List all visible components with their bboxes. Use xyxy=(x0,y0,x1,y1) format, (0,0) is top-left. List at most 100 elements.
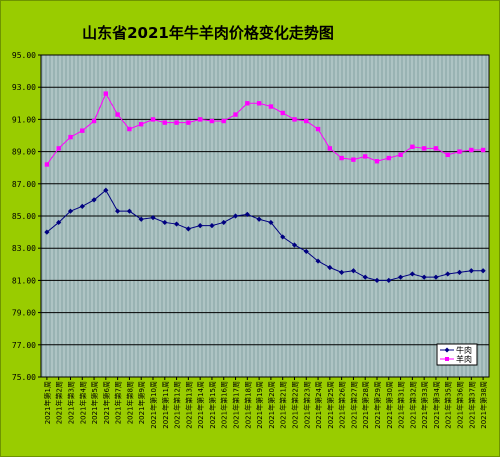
y-tick-label: 95.00 xyxy=(12,51,36,60)
data-point xyxy=(91,197,97,203)
data-point xyxy=(186,120,191,125)
data-point xyxy=(374,159,380,164)
data-point xyxy=(362,274,368,280)
data-point xyxy=(280,110,285,116)
data-point xyxy=(409,271,415,277)
data-point xyxy=(139,122,144,127)
data-point xyxy=(303,248,309,255)
data-point xyxy=(221,219,227,226)
data-point xyxy=(56,219,62,226)
x-tick-label: 2021年第16周 xyxy=(220,381,229,429)
x-tick-label: 2021年第34周 xyxy=(432,381,441,429)
x-tick-label: 2021年第36周 xyxy=(456,381,465,429)
data-point xyxy=(174,120,179,125)
x-tick-label: 2021年第22周 xyxy=(290,381,299,429)
x-tick-label: 2021年第30周 xyxy=(385,381,394,429)
x-tick-label: 2021年第28周 xyxy=(361,381,370,429)
legend-label: 牛肉 xyxy=(456,345,472,355)
y-tick-label: 79.00 xyxy=(12,309,36,318)
x-tick-label: 2021年第35周 xyxy=(444,381,453,429)
data-point xyxy=(363,154,368,159)
data-point xyxy=(456,269,463,275)
data-point xyxy=(421,274,427,280)
legend-marker xyxy=(445,357,449,361)
x-tick-label: 2021年第32周 xyxy=(408,381,417,429)
y-tick-label: 85.00 xyxy=(12,212,36,221)
data-point xyxy=(245,101,250,106)
data-point xyxy=(351,157,356,162)
data-point xyxy=(397,274,404,280)
x-tick-label: 2021年第20周 xyxy=(267,381,276,429)
data-point xyxy=(162,120,167,125)
x-tick-label: 2021年第6周 xyxy=(102,381,111,424)
x-tick-label: 2021年第19周 xyxy=(255,381,264,429)
y-tick-label: 93.00 xyxy=(12,83,36,92)
data-point xyxy=(280,234,286,240)
data-point xyxy=(244,211,250,217)
data-point xyxy=(468,268,474,274)
data-point xyxy=(421,146,427,151)
data-point xyxy=(44,229,50,235)
legend-label: 羊肉 xyxy=(456,354,472,364)
data-point xyxy=(327,146,333,151)
data-point xyxy=(115,208,121,214)
data-point xyxy=(268,104,274,109)
x-tick-label: 2021年第17周 xyxy=(232,381,241,429)
data-point xyxy=(433,274,439,280)
data-point xyxy=(398,152,403,158)
data-point xyxy=(103,91,109,96)
data-point xyxy=(339,269,345,275)
data-point xyxy=(80,128,85,133)
plot-area: 75.00 77.00 79.00 81.00 83.00 85.00 87.00 89.00… xyxy=(12,51,490,429)
data-point xyxy=(256,216,262,222)
x-tick-label: 2021年第4周 xyxy=(78,381,87,424)
x-tick-label: 2021年第12周 xyxy=(173,381,182,429)
x-tick-label: 2021年第25周 xyxy=(326,381,335,429)
data-point xyxy=(44,162,50,167)
data-point xyxy=(115,112,120,117)
y-tick-label: 77.00 xyxy=(12,341,36,350)
data-point xyxy=(386,155,391,161)
x-tick-label: 2021年第29周 xyxy=(373,381,382,429)
x-tick-label: 2021年第18周 xyxy=(243,381,252,429)
data-point xyxy=(339,155,344,161)
data-point xyxy=(315,258,321,264)
data-point xyxy=(410,144,415,149)
y-tick-label: 83.00 xyxy=(12,244,36,253)
x-tick-label: 2021年第2周 xyxy=(55,381,64,424)
y-tick-label: 75.00 xyxy=(12,373,36,382)
data-point xyxy=(386,277,392,283)
x-tick-label: 2021年第14周 xyxy=(196,381,205,429)
data-point xyxy=(197,223,203,229)
data-point xyxy=(445,152,450,158)
data-point xyxy=(232,213,239,219)
x-tick-label: 2021年第37周 xyxy=(467,381,476,429)
data-point xyxy=(433,146,439,151)
data-point xyxy=(268,219,274,226)
x-tick-label: 2021年第10周 xyxy=(149,381,158,429)
data-point xyxy=(209,118,215,124)
data-point xyxy=(374,277,380,283)
chart-title: 山东省2021年牛羊肉价格变化走势图 xyxy=(82,24,334,42)
data-point xyxy=(67,208,74,214)
x-tick-label: 2021年第8周 xyxy=(125,381,134,424)
data-point xyxy=(185,226,191,232)
data-point xyxy=(457,149,462,154)
data-point xyxy=(150,215,156,221)
data-point xyxy=(291,242,298,248)
data-point xyxy=(209,223,215,229)
plot-border xyxy=(40,54,490,378)
data-point xyxy=(256,101,262,106)
data-point xyxy=(304,118,309,124)
legend-marker xyxy=(444,347,450,353)
data-point xyxy=(68,134,73,140)
x-tick-label: 2021年第7周 xyxy=(114,381,123,424)
x-tick-label: 2021年第38周 xyxy=(479,381,488,429)
x-tick-label: 2021年第3周 xyxy=(66,381,75,424)
data-point xyxy=(173,221,180,227)
data-point xyxy=(469,147,474,153)
y-tick-label: 81.00 xyxy=(12,276,36,285)
y-tick-label: 89.00 xyxy=(12,148,36,157)
x-tick-label: 2021年第33周 xyxy=(420,381,429,429)
